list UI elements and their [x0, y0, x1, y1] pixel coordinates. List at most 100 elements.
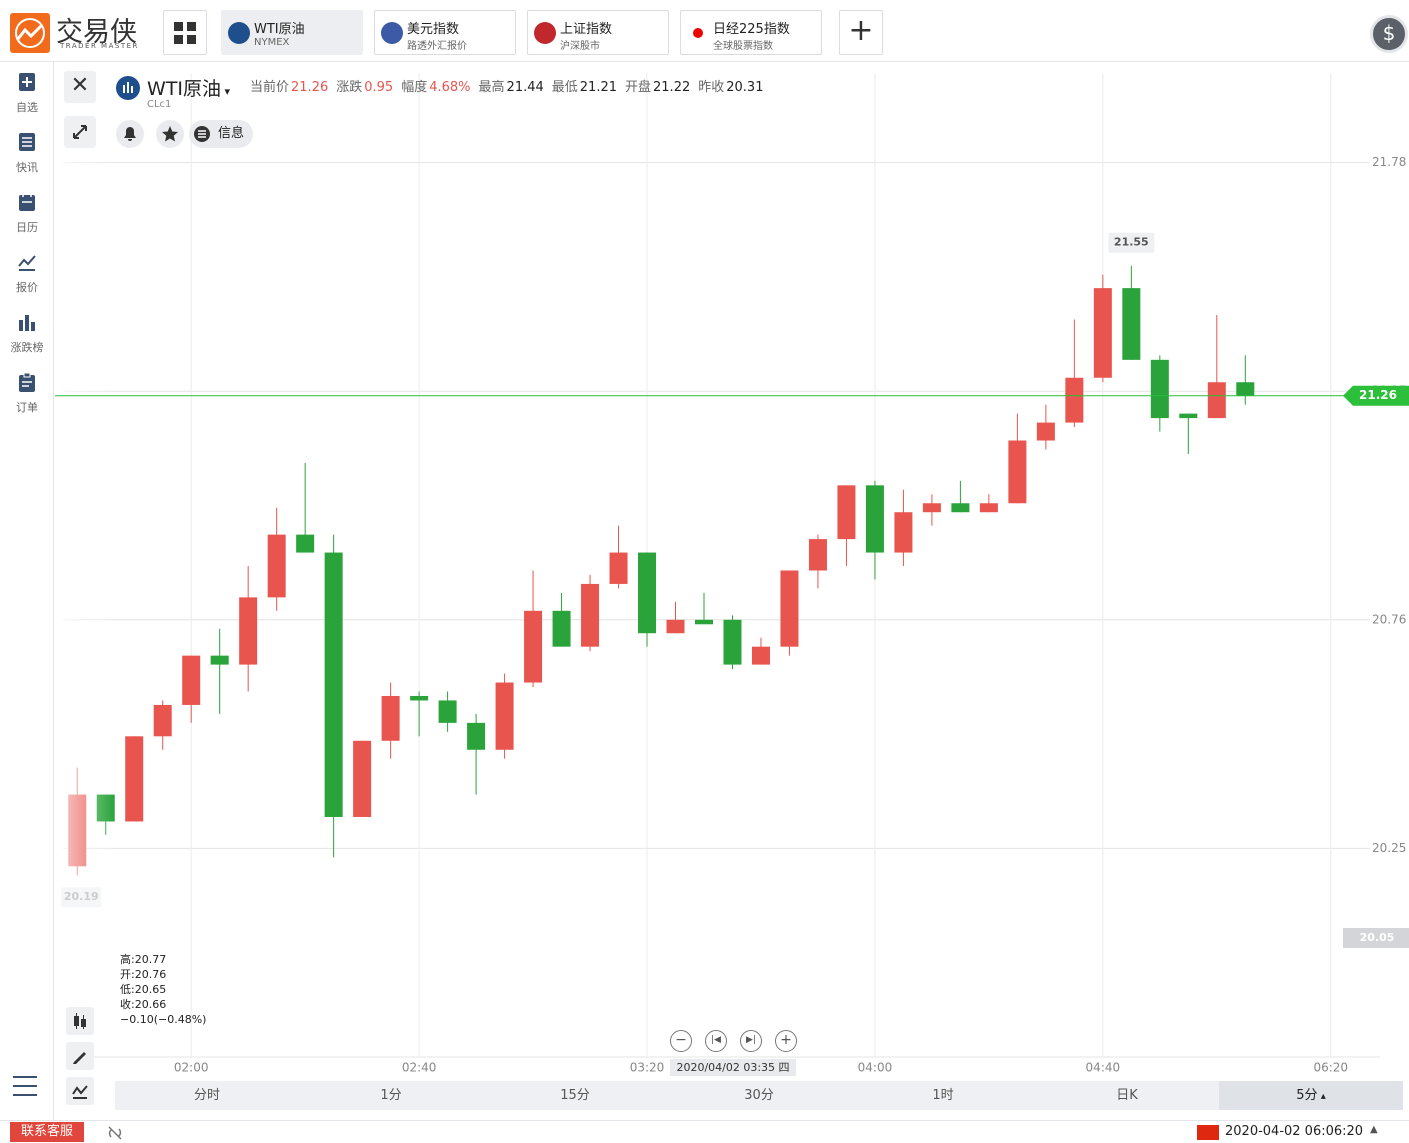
- candle-body: [1036, 422, 1055, 441]
- instrument-name[interactable]: WTI原油 ▾: [147, 78, 231, 100]
- x-tick-label: 02:40: [402, 1061, 437, 1075]
- tab[interactable]: WTI原油 NYMEX: [221, 10, 363, 55]
- ohlc-line: −0.10(−0.48%): [120, 1013, 207, 1026]
- candle-body: [495, 682, 514, 750]
- candle-body: [1150, 359, 1169, 419]
- favorite-button[interactable]: [156, 120, 184, 148]
- tab[interactable]: 上证指数 沪深股市: [527, 10, 669, 55]
- logo-sub: TRADER MASTER: [60, 42, 139, 50]
- sidebar-item[interactable]: 涨跌榜: [0, 312, 54, 355]
- candle-body: [808, 539, 827, 571]
- shrink-button[interactable]: [64, 116, 96, 148]
- tab-title: 美元指数: [407, 22, 460, 37]
- stat-value: 21.44: [506, 80, 544, 95]
- tab[interactable]: 美元指数路透外汇报价: [374, 10, 516, 55]
- zoom-in[interactable]: +: [775, 1030, 797, 1052]
- tab[interactable]: 日经225指数 全球股票指数: [680, 10, 822, 55]
- grid-button[interactable]: [163, 10, 207, 55]
- candle-body: [695, 619, 713, 625]
- timeframe[interactable]: 分时: [193, 1088, 220, 1103]
- high-label: 21.55: [1114, 236, 1149, 249]
- y-tick-label: 20.25: [1372, 841, 1406, 855]
- timeframe[interactable]: 5分: [1219, 1081, 1403, 1110]
- instrument-code: CLc1: [147, 99, 172, 110]
- stat-value: 21.26: [291, 80, 329, 95]
- sidebar-item[interactable]: 报价: [0, 252, 54, 295]
- candle-body: [837, 485, 856, 540]
- candle-body: [353, 740, 372, 817]
- ohlc-line: 收:20.66: [120, 998, 167, 1011]
- menu-button[interactable]: [12, 1074, 38, 1100]
- instrument-icon: [116, 76, 140, 100]
- crosshair-price-tag: [1343, 927, 1409, 948]
- candle-body: [1093, 288, 1112, 378]
- close-button[interactable]: ✕: [64, 71, 96, 103]
- candle-body: [865, 485, 884, 553]
- sidebar: 自选快讯日历报价涨跌榜订单: [0, 62, 54, 1120]
- candle-body: [524, 610, 543, 683]
- scroll-end[interactable]: ▶|: [740, 1030, 762, 1052]
- candle-body: [438, 700, 457, 723]
- y-tick-label: 20.76: [1372, 612, 1406, 626]
- stat-value: 20.31: [726, 80, 764, 95]
- x-tick-label: 04:00: [858, 1061, 893, 1075]
- scroll-start[interactable]: |◀: [705, 1030, 727, 1052]
- candle-body: [1008, 440, 1027, 504]
- y-tick-label: 21.78: [1372, 155, 1406, 169]
- info-button[interactable]: 信息: [189, 120, 253, 148]
- add-tab[interactable]: +: [839, 10, 883, 55]
- stat-value: 21.22: [653, 80, 691, 95]
- fade-overlay: [55, 73, 115, 933]
- ohlc-line: 高:20.77: [120, 953, 167, 966]
- stat: 开盘 21.22: [617, 76, 690, 95]
- tab-subtitle: 路透外汇报价: [407, 41, 467, 52]
- footer: 联系客服 2020-04-02 06:06:20 ▲: [0, 1120, 1409, 1143]
- account-button[interactable]: $: [1370, 15, 1408, 53]
- sidebar-label: 日历: [16, 221, 38, 234]
- alert-button[interactable]: [116, 120, 144, 148]
- support-button[interactable]: 联系客服: [10, 1122, 84, 1142]
- candle-body: [723, 619, 742, 665]
- low-tag: [61, 887, 102, 908]
- candle-body: [780, 570, 799, 647]
- stat: 最低 21.21: [544, 76, 617, 95]
- sidebar-label: 快讯: [16, 161, 38, 174]
- candle-body: [638, 552, 657, 634]
- draw-button[interactable]: [66, 1042, 94, 1070]
- timeframe[interactable]: 30分: [744, 1088, 774, 1103]
- candle-body: [153, 704, 172, 737]
- candle-body: [666, 619, 685, 634]
- timeframe[interactable]: 1分: [380, 1088, 402, 1103]
- sidebar-label: 自选: [16, 101, 38, 114]
- stat: 幅度 4.68%: [393, 76, 470, 95]
- crosshair-price-label: 20.05: [1360, 931, 1395, 944]
- stat: 当前价 21.26: [242, 76, 328, 95]
- tab-title: 上证指数: [560, 22, 613, 37]
- candle-body: [125, 736, 144, 822]
- logo-icon: [10, 13, 50, 53]
- stat: 昨收 20.31: [690, 76, 763, 95]
- sidebar-item[interactable]: 自选: [0, 72, 54, 115]
- timeframe[interactable]: 1时: [932, 1088, 954, 1103]
- timeframe[interactable]: 15分: [560, 1088, 590, 1103]
- indicator-button[interactable]: [66, 1077, 94, 1105]
- footer-arrow[interactable]: ▲: [1370, 1124, 1378, 1135]
- candle-body: [1179, 413, 1198, 419]
- sidebar-item[interactable]: 订单: [0, 372, 54, 415]
- candle-body: [922, 503, 941, 513]
- sidebar-item[interactable]: 快讯: [0, 132, 54, 175]
- high-tag: [1108, 232, 1155, 253]
- crosshair-time-tag: [670, 1059, 796, 1076]
- instrument-name-text: WTI原油: [147, 78, 221, 100]
- stat: 最高 21.44: [471, 76, 544, 95]
- x-tick-label: 03:20: [630, 1061, 665, 1075]
- sidebar-item[interactable]: 日历: [0, 192, 54, 235]
- stat-label: 当前价: [250, 80, 290, 95]
- chart-type-button[interactable]: [66, 1007, 94, 1035]
- stat-label: 最高: [478, 80, 505, 95]
- timeframe[interactable]: 日K: [1116, 1088, 1138, 1103]
- tab-subtitle: NYMEX: [254, 37, 290, 48]
- zoom-out[interactable]: −: [670, 1030, 692, 1052]
